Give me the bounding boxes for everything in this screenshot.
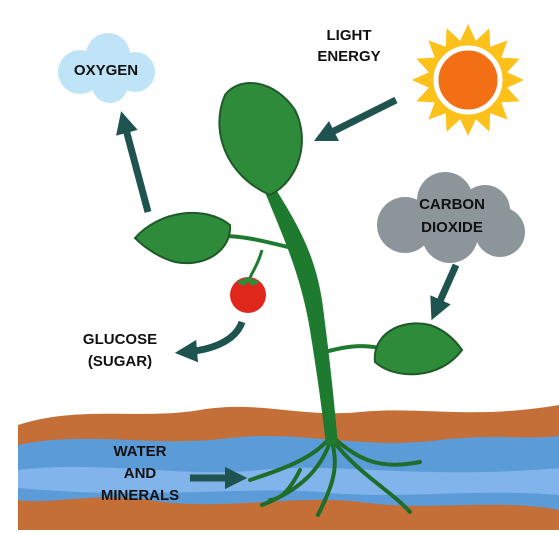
diagram: OXYGEN LIGHT ENERGY CARBON DIOXIDE GLUCO…: [0, 0, 559, 533]
label: OXYGEN: [74, 62, 138, 79]
shape: [135, 213, 230, 263]
shape: [219, 83, 302, 195]
label: AND: [124, 465, 157, 482]
label: ENERGY: [317, 48, 380, 65]
shape: [324, 100, 396, 136]
label: GLUCOSE: [83, 331, 157, 348]
shape: [325, 346, 380, 352]
sun: [412, 24, 524, 136]
label: CARBON: [419, 196, 485, 213]
stem: [262, 180, 338, 445]
shape: [250, 250, 262, 278]
tomato: [230, 250, 266, 313]
label: (SUGAR): [88, 353, 152, 370]
page: OXYGEN LIGHT ENERGY CARBON DIOXIDE GLUCO…: [0, 0, 559, 533]
label: MINERALS: [101, 487, 179, 504]
shape: [375, 323, 462, 374]
co2-cloud: [377, 172, 525, 263]
shape: [436, 48, 500, 112]
shape: [436, 265, 456, 310]
shape: [124, 122, 148, 212]
shape: [186, 322, 242, 352]
shape: [230, 277, 266, 313]
label: LIGHT: [327, 27, 372, 44]
label: WATER: [113, 443, 166, 460]
label: DIOXIDE: [421, 219, 483, 236]
